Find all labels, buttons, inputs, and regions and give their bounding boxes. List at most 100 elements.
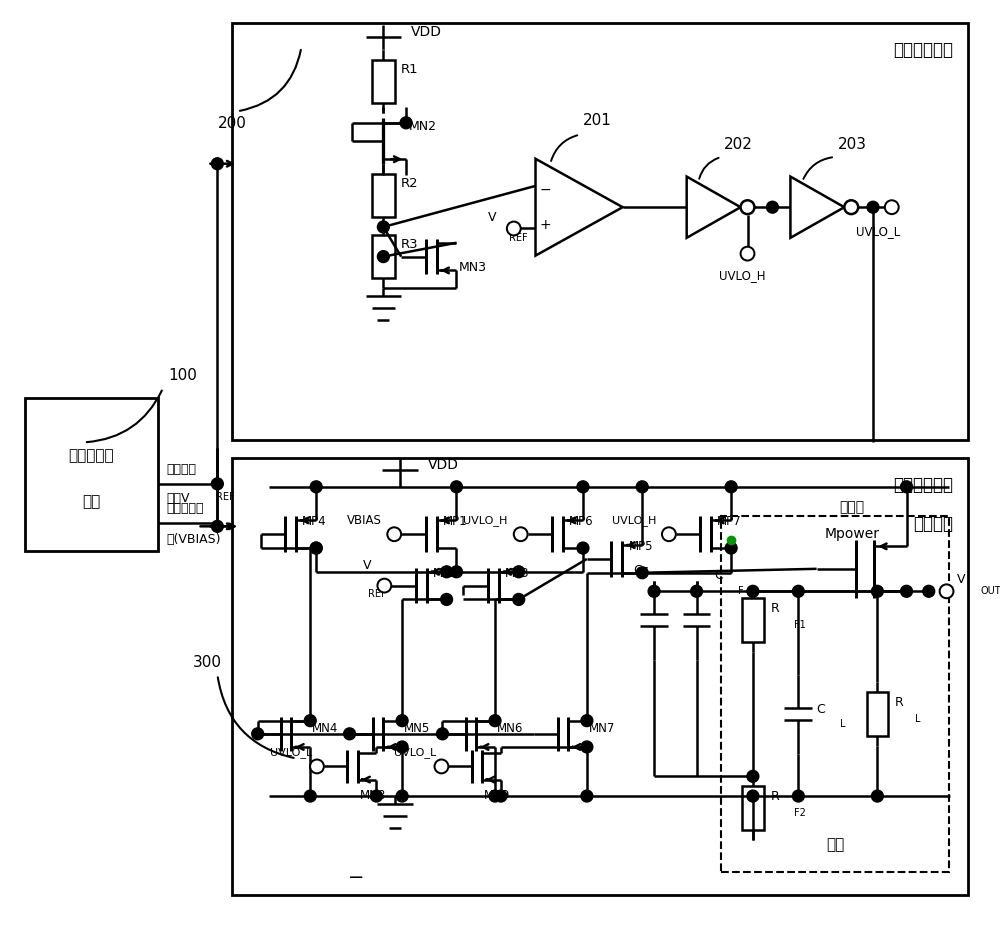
Text: UVLO_L: UVLO_L (856, 225, 900, 238)
Circle shape (507, 221, 521, 236)
Text: +: + (540, 218, 551, 232)
Text: Mpower: Mpower (824, 528, 879, 541)
Polygon shape (687, 176, 741, 237)
Circle shape (725, 543, 737, 554)
Bar (25, 398, 158, 551)
Text: 信号V: 信号V (166, 492, 189, 505)
Text: 200: 200 (218, 116, 247, 131)
Text: MN8: MN8 (360, 789, 386, 802)
Text: REF: REF (216, 492, 235, 502)
Text: MN3: MN3 (458, 261, 486, 273)
Circle shape (304, 715, 316, 726)
Bar (742, 598, 764, 642)
Text: MN4: MN4 (312, 723, 338, 736)
Circle shape (304, 790, 316, 802)
Text: Cc: Cc (633, 564, 649, 577)
Circle shape (441, 566, 453, 577)
Text: R: R (771, 602, 779, 615)
Text: R2: R2 (401, 177, 419, 190)
Circle shape (441, 593, 453, 606)
Circle shape (741, 201, 754, 214)
Text: R1: R1 (401, 63, 419, 76)
Circle shape (344, 728, 355, 739)
Text: V: V (487, 211, 496, 223)
Circle shape (211, 520, 223, 532)
Text: 电路: 电路 (82, 495, 101, 510)
Text: 压器电路: 压器电路 (913, 515, 953, 533)
Circle shape (211, 158, 223, 170)
Text: MP5: MP5 (628, 540, 653, 553)
Circle shape (648, 585, 660, 597)
Text: F: F (738, 586, 744, 595)
Circle shape (211, 478, 223, 490)
Text: L: L (840, 719, 845, 729)
Circle shape (792, 790, 804, 802)
Circle shape (636, 567, 648, 578)
Text: MP6: MP6 (569, 515, 594, 528)
Text: R3: R3 (401, 238, 419, 252)
Circle shape (310, 543, 322, 554)
Circle shape (901, 480, 912, 493)
Circle shape (310, 759, 324, 773)
Circle shape (581, 715, 593, 726)
Circle shape (400, 117, 412, 129)
Circle shape (871, 790, 883, 802)
Circle shape (451, 480, 462, 493)
Bar (372, 173, 395, 217)
Circle shape (581, 790, 593, 802)
Text: MN5: MN5 (404, 723, 430, 736)
Circle shape (577, 480, 589, 493)
Text: OUT: OUT (980, 586, 1000, 596)
Bar (232, 24, 968, 440)
Circle shape (387, 528, 401, 541)
Text: 欠压锁定电路: 欠压锁定电路 (893, 41, 953, 59)
Text: 低压差线性稳: 低压差线性稳 (893, 476, 953, 494)
Circle shape (310, 543, 322, 554)
Bar (232, 458, 968, 895)
Circle shape (252, 728, 264, 739)
Circle shape (513, 566, 525, 577)
Text: 功率管: 功率管 (839, 500, 864, 514)
Circle shape (940, 584, 953, 598)
Text: UVLO_L: UVLO_L (394, 747, 437, 758)
Polygon shape (790, 176, 844, 237)
Text: C: C (714, 569, 723, 582)
Circle shape (581, 741, 593, 753)
Text: MN9: MN9 (484, 789, 510, 802)
Circle shape (396, 741, 408, 753)
Text: C: C (816, 703, 825, 716)
Text: 基准电压: 基准电压 (166, 463, 196, 476)
Text: 偏置电流信: 偏置电流信 (166, 502, 203, 515)
Polygon shape (536, 159, 623, 255)
Text: −: − (348, 868, 364, 887)
Text: 100: 100 (168, 368, 197, 383)
Circle shape (636, 480, 648, 493)
Circle shape (766, 202, 778, 213)
Circle shape (489, 790, 501, 802)
Text: UVLO_H: UVLO_H (719, 269, 766, 283)
Text: V: V (363, 559, 372, 572)
Text: MP3: MP3 (505, 567, 529, 579)
Text: UVLO_L: UVLO_L (270, 747, 312, 758)
Circle shape (514, 528, 528, 541)
Text: F2: F2 (794, 808, 806, 818)
Text: UVLO_H: UVLO_H (612, 515, 656, 526)
Text: 201: 201 (583, 113, 612, 128)
Text: UVLO_H: UVLO_H (463, 515, 508, 526)
Circle shape (741, 247, 754, 261)
Circle shape (377, 578, 391, 593)
Text: 号(VBIAS): 号(VBIAS) (166, 533, 220, 546)
Text: MP7: MP7 (717, 515, 742, 528)
Bar (742, 787, 764, 830)
Circle shape (662, 528, 676, 541)
Circle shape (396, 715, 408, 726)
Circle shape (747, 585, 759, 597)
Text: VDD: VDD (428, 458, 459, 472)
Circle shape (901, 585, 912, 597)
Circle shape (923, 585, 935, 597)
Text: MP2: MP2 (433, 567, 457, 579)
Text: 片外: 片外 (826, 837, 844, 853)
Text: F1: F1 (794, 620, 806, 630)
Circle shape (577, 543, 589, 554)
Text: VDD: VDD (411, 25, 442, 40)
